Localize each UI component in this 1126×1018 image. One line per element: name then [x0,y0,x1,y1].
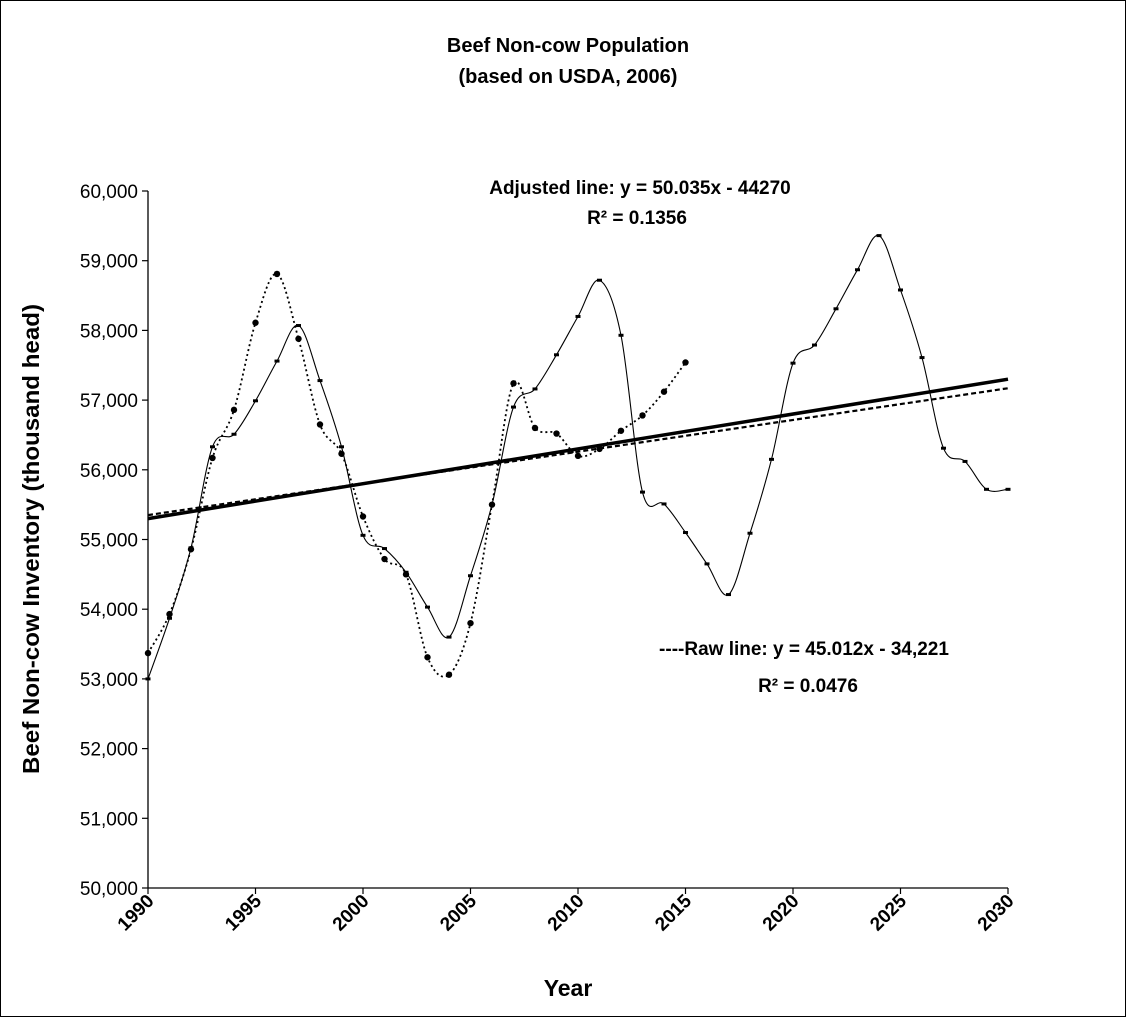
adjusted-data-point [339,445,344,449]
raw-data-point [252,319,259,326]
adjusted-data-point [597,278,602,282]
y-tick-label: 53,000 [80,670,138,691]
raw-data-point [617,427,625,434]
adjusted-data-point [704,562,710,566]
adjusted-data-point [683,531,688,535]
chart-title: Beef Non-cow Population [447,35,689,57]
adjusted-data-point [984,487,989,491]
y-tick-label: 50,000 [80,879,138,900]
raw-series [144,270,689,678]
adjusted-data-point [661,502,667,506]
adjusted-data-point [747,531,753,535]
raw-data-point [639,412,646,419]
y-tick-label: 55,000 [80,531,138,552]
adjusted-data-point [425,605,430,609]
adjusted-data-point [446,635,452,639]
raw-data-point [682,359,689,366]
adjusted-data-point [833,307,839,311]
y-tick-label: 57,000 [80,391,138,412]
raw-data-point [359,513,367,520]
y-tick-label: 56,000 [80,461,138,482]
x-tick-label: 2005 [436,890,481,935]
raw-data-point [574,452,582,460]
adjusted-data-point [231,432,237,436]
adjusted-data-point [360,533,366,537]
x-tick-label: 2030 [974,891,1019,936]
adjusted-data-point [274,359,280,363]
adjusted-data-point [532,387,538,391]
adjusted-data-point [468,574,473,578]
x-tick-label: 2000 [329,891,374,936]
x-tick-label: 2020 [759,891,804,936]
adjusted-data-point [919,356,925,360]
adjusted-data-point [554,353,559,357]
adjusted-data-point [790,361,796,365]
raw-data-point [230,406,238,414]
y-tick-label: 52,000 [80,740,138,761]
raw-data-point [381,555,388,563]
adjusted-equation: Adjusted line: y = 50.035x - 44270 [489,178,791,199]
raw-equation: ----Raw line: y = 45.012x - 34,221 [659,639,949,660]
adjusted-data-point [1005,487,1011,491]
adjusted-data-point [962,459,968,463]
raw-data-point [660,388,668,395]
adjusted-data-point [317,379,323,383]
x-tick-label: 1995 [221,890,266,935]
raw-data-point [209,454,216,462]
y-tick-label: 54,000 [80,600,138,621]
raw-data-point [531,424,539,432]
x-tick-label: 2025 [866,890,911,935]
series-layer [144,234,1011,681]
adjusted-data-point [640,490,645,494]
x-ticks: 1990 1995 2000 2005 2010 2015 2020 2025 2030 [114,888,1019,935]
adjusted-data-point [898,288,903,292]
adjusted-data-point [188,546,194,550]
raw-data-point [445,671,453,678]
y-tick-label: 51,000 [80,809,138,830]
chart-subtitle: (based on USDA, 2006) [459,66,678,88]
adjusted-data-point [210,445,215,449]
adjusted-data-point [876,234,882,238]
adjusted-data-point [941,446,946,450]
axes [147,191,1008,889]
adjusted-data-point [575,314,581,318]
adjusted-data-point [511,405,516,409]
trend-layer [147,377,1009,521]
y-tick-label: 59,000 [80,252,138,273]
raw-data-point [295,335,302,342]
raw-data-point [510,380,517,387]
y-tick-label: 58,000 [80,321,138,342]
adjusted-data-point [769,457,774,461]
x-axis-title: Year [544,975,593,1001]
adjusted-data-point [489,503,495,507]
adjusted-r-squared: R² = 0.1356 [587,208,687,229]
adjusted-data-point [403,570,409,574]
raw-data-point [424,654,431,661]
raw-data-point [596,445,603,453]
adjusted-data-point [253,399,258,403]
x-tick-label: 2010 [544,891,589,936]
y-ticks: 50,000 51,000 52,000 53,000 54,000 55,000 56,0… [80,182,148,900]
x-tick-label: 2015 [651,890,696,935]
adjusted-data-point [167,616,172,620]
adjusted-data-point [618,333,624,337]
y-axis-title: Beef Non-cow Inventory (thousand head) [18,304,44,774]
raw-data-point [273,270,281,278]
adjusted-data-point [382,547,387,551]
adjusted-data-point [296,324,301,328]
adjusted-data-point [855,268,860,272]
trend-line-raw [147,387,1009,517]
raw-r-squared: R² = 0.0476 [758,676,858,697]
raw-data-point [467,619,474,627]
y-tick-label: 60,000 [80,182,138,203]
annotations: Adjusted line: y = 50.035x - 44270 R² = … [489,178,949,697]
raw-series-line [147,273,687,678]
adjusted-data-point [812,343,817,347]
raw-data-point [316,421,324,428]
raw-data-point [553,430,560,437]
adjusted-data-point [726,593,731,597]
trend-line-adjusted [147,377,1009,521]
